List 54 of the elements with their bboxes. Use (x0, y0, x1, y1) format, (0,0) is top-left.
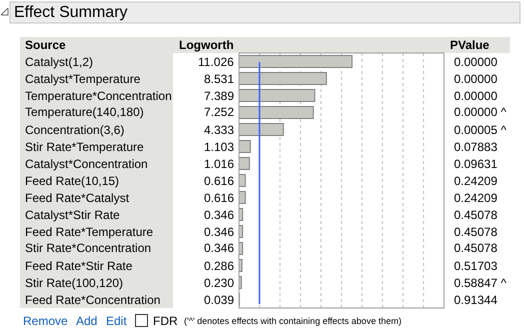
data-label: 0.230 (204, 276, 234, 290)
x-axis-title: Logworth (179, 38, 234, 52)
text: 0.51703 (454, 259, 498, 273)
text: 0.58847 ^ (454, 276, 507, 290)
data-label: 0.616 (204, 191, 234, 205)
text: 0.24209 (454, 174, 498, 188)
text: 0.45078 (454, 225, 498, 239)
data-label: 11.026 (198, 55, 234, 69)
data-label: 1.016 (204, 157, 234, 171)
text: ('^' denotes effects with containing effects above them) (184, 316, 402, 326)
y-tick-label: Stir Rate*Temperature (25, 140, 144, 154)
y-tick-label: Catalyst*Stir Rate (25, 208, 120, 222)
text: 0.00005 ^ (454, 123, 507, 137)
text: 0.91344 (454, 293, 498, 307)
y-tick-label: Stir Rate*Concentration (25, 241, 152, 255)
data-label: 0.039 (204, 293, 234, 307)
text: 0.00000 (454, 72, 498, 86)
y-tick-label: Catalyst(1,2) (25, 55, 94, 69)
y-tick-label: Feed Rate(10,15) (25, 174, 120, 188)
y-tick-label: Feed Rate*Catalyst (25, 191, 130, 205)
data-label: 8.531 (204, 72, 234, 86)
text: 0.24209 (454, 191, 498, 205)
data-label: 0.346 (204, 241, 234, 255)
text: 0.00000 (454, 89, 498, 103)
data-label: 0.616 (204, 174, 234, 188)
text: Effect Summary (14, 4, 128, 21)
text: 0.45078 (454, 208, 498, 222)
data-label: 0.286 (204, 259, 234, 273)
data-label: 4.333 (204, 123, 234, 137)
text: 0.09631 (454, 157, 498, 171)
text: Remove (23, 314, 68, 328)
y-tick-label: Stir Rate(100,120) (25, 276, 124, 290)
y-tick-label: Feed Rate*Temperature (25, 225, 154, 239)
text: 0.00000 (454, 55, 498, 69)
data-label: 1.103 (204, 140, 234, 154)
y-tick-label: Feed Rate*Concentration (25, 293, 160, 307)
text: Add (76, 314, 98, 328)
y-tick-label: Concentration(3,6) (25, 123, 124, 137)
y-tick-label: Temperature*Concentration (25, 89, 172, 103)
y-tick-label: Catalyst*Concentration (25, 157, 148, 171)
data-label: 7.389 (204, 89, 234, 103)
y-tick-label: Catalyst*Temperature (25, 72, 141, 86)
data-label: 7.252 (204, 105, 234, 119)
text: 0.45078 (454, 241, 498, 255)
data-label: 0.346 (204, 225, 234, 239)
text: 0.07883 (454, 140, 498, 154)
text: PValue (450, 38, 490, 52)
y-axis-title: Source (25, 38, 66, 52)
y-tick-label: Feed Rate*Stir Rate (25, 259, 133, 273)
text: FDR (153, 314, 178, 328)
text: 0.00000 ^ (454, 105, 507, 119)
y-tick-label: Temperature(140,180) (25, 105, 144, 119)
text: Edit (106, 314, 128, 328)
data-label: 0.346 (204, 208, 234, 222)
